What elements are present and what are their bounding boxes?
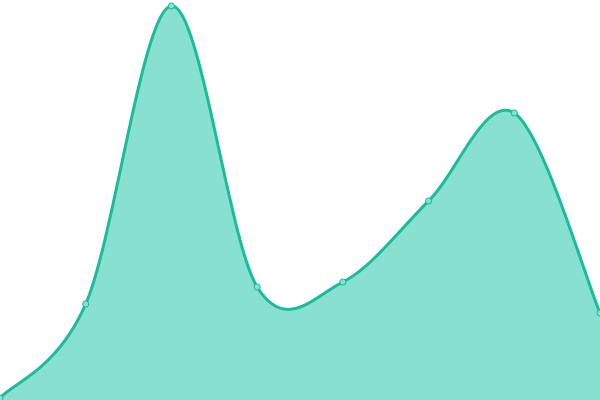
data-point-4 xyxy=(339,278,347,286)
data-point-0 xyxy=(0,394,4,400)
data-point-6 xyxy=(510,109,518,117)
data-point-7 xyxy=(596,309,600,317)
series-line xyxy=(0,4,600,400)
data-point-1 xyxy=(82,300,90,308)
data-point-3 xyxy=(253,283,261,291)
data-point-2 xyxy=(167,2,175,10)
data-point-5 xyxy=(425,197,433,205)
area-fill xyxy=(0,5,600,400)
